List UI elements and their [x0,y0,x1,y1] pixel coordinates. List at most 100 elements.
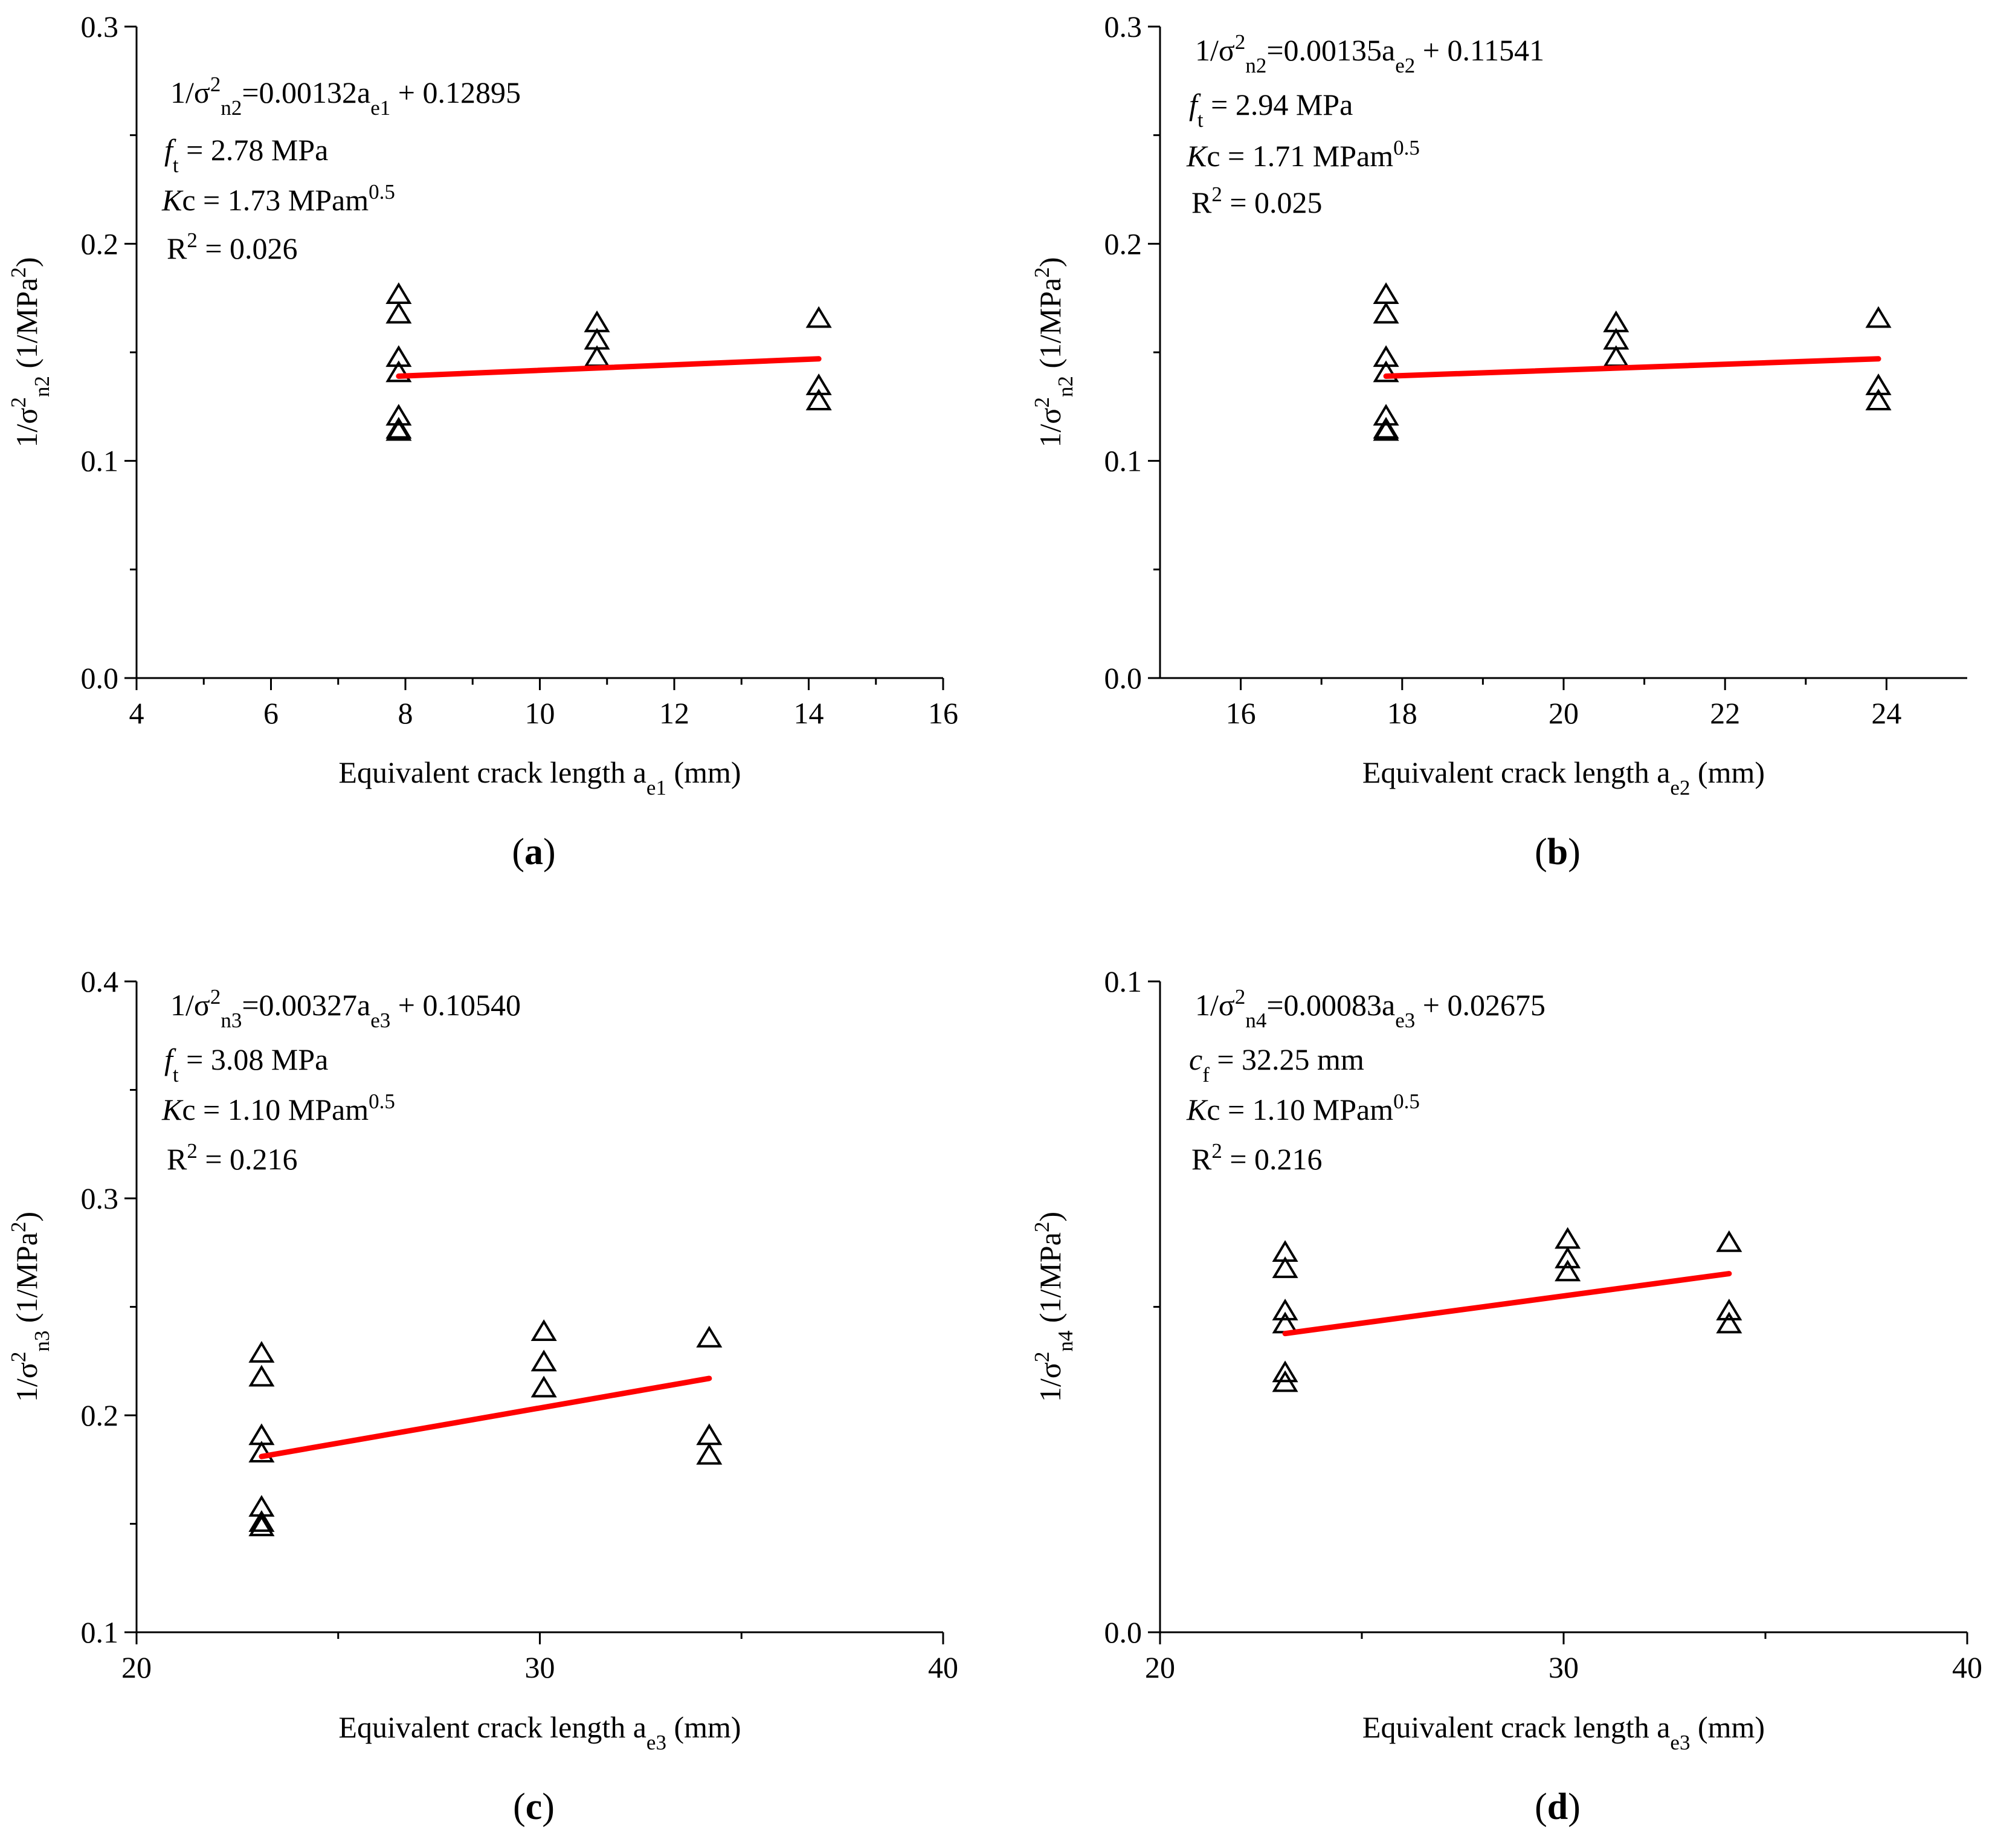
data-point [1373,345,1399,367]
x-tick-label: 24 [1871,696,1901,730]
data-point [1272,1298,1298,1320]
panel-d: 20 30 40 0.0 0.1 Equivalent crack length ae3 … [1030,964,1983,1827]
panel-label: (d) [1535,1786,1581,1827]
y-tick-label: 0.3 [81,10,119,44]
kc-text: Kc = 1.71 MPam0.5 [1186,136,1420,173]
data-point [696,1325,723,1348]
x-tick-label: 16 [1226,696,1256,730]
y-tick-label: 0.3 [1104,10,1143,44]
data-point [1373,282,1399,304]
x-tick-label: 18 [1387,696,1417,730]
data-point [248,1514,275,1537]
data-point [805,306,832,328]
data-point [530,1375,557,1398]
data-point [1272,1311,1298,1334]
data-point [1603,345,1629,367]
fit-equation: 1/σ2n3=0.00327ae3 + 0.10540 [170,985,521,1032]
x-tick-label: 30 [525,1650,555,1684]
r-squared-text: R2 = 0.025 [1191,183,1323,220]
x-tick-label: 20 [121,1650,152,1684]
data-point [1865,373,1892,395]
panel-c: 20 30 40 0.1 0.2 0.3 0.4 Equivalent crack lengt… [7,964,959,1827]
x-axis-title: Equivalent crack length ae3 (mm) [338,1710,741,1754]
y-tick-label: 0.1 [1104,964,1143,998]
x-tick-label: 12 [659,696,689,730]
y-tick-label: 0.2 [81,1398,119,1432]
data-point [530,1319,557,1341]
fit-equation: 1/σ2n2=0.00132ae1 + 0.12895 [170,73,521,120]
data-point [805,389,832,411]
y-tick-label: 0.2 [1104,227,1143,260]
x-axis-title: Equivalent crack length ae3 (mm) [1362,1710,1765,1754]
data-point [1716,1298,1742,1320]
data-point [1373,302,1399,324]
data-point [1555,1259,1581,1282]
data-point [805,373,832,395]
data-point [1716,1230,1742,1252]
data-point [530,1349,557,1372]
data-point [248,1341,275,1363]
data-point [1272,1256,1298,1278]
panel-b: 16 18 20 22 24 0.0 0.1 0.2 0.3 Equivalent crack l… [1030,10,1967,873]
x-axis-title: Equivalent crack length ae1 (mm) [338,755,741,800]
data-point [1716,1311,1742,1334]
data-point [584,345,610,367]
x-tick-label: 30 [1549,1650,1579,1684]
panel-label: (a) [512,832,555,873]
x-tick-label: 20 [1549,696,1579,730]
r-squared-text: R2 = 0.026 [167,228,298,266]
x-tick-label: 6 [263,696,279,730]
fit-line [259,1375,712,1459]
x-tick-label: 16 [928,696,958,730]
data-point [696,1423,723,1446]
r-squared-text: R2 = 0.216 [167,1139,298,1177]
y-tick-label: 0.2 [81,227,119,260]
x-tick-label: 10 [525,696,555,730]
fit-line [1282,1271,1732,1337]
data-point [1555,1227,1581,1249]
y-tick-label: 0.4 [81,964,119,998]
fit-line [1383,356,1881,380]
y-tick-label: 0.1 [1104,444,1143,478]
param-text: ft = 2.78 MPa [164,133,328,177]
y-tick-label: 0.0 [1104,1615,1143,1649]
y-tick-label: 0.1 [81,444,119,478]
data-point [385,345,412,367]
y-axis-title: 1/σ2n2 (1/MPa2) [7,257,54,447]
x-axis-title: Equivalent crack length ae2 (mm) [1362,755,1765,800]
data-point [385,282,412,304]
x-tick-label: 40 [1952,1650,1982,1684]
x-tick-label: 22 [1710,696,1740,730]
y-tick-label: 0.0 [81,661,119,695]
data-point [248,1365,275,1387]
x-tick-label: 20 [1145,1650,1175,1684]
x-tick-label: 14 [794,696,824,730]
fit-equation: 1/σ2n4=0.00083ae3 + 0.02675 [1195,985,1545,1032]
kc-text: Kc = 1.10 MPam0.5 [161,1090,395,1127]
data-point [385,404,412,426]
y-tick-label: 0.0 [1104,661,1143,695]
data-point [1865,389,1892,411]
panel-a: 4 6 8 10 12 14 16 0.0 0.1 0.2 0.3 Equivalent crack … [7,10,959,873]
fit-equation: 1/σ2n2=0.00135ae2 + 0.11541 [1195,30,1544,77]
y-axis-title: 1/σ2n3 (1/MPa2) [7,1212,54,1402]
y-axis-title: 1/σ2n4 (1/MPa2) [1030,1212,1077,1402]
data-point [1865,306,1892,328]
x-tick-label: 4 [129,696,144,730]
param-text: cf = 32.25 mm [1189,1042,1364,1087]
data-point [696,1443,723,1465]
data-point [1373,419,1399,441]
data-point [1272,1370,1298,1392]
param-text: ft = 2.94 MPa [1189,88,1353,132]
data-point [1373,404,1399,426]
y-tick-label: 0.1 [81,1615,119,1649]
data-point [248,1510,275,1532]
data-point [1555,1246,1581,1268]
kc-text: Kc = 1.73 MPam0.5 [161,180,395,218]
data-point [1272,1360,1298,1383]
y-axis-title: 1/σ2n2 (1/MPa2) [1030,257,1077,447]
data-point [385,302,412,324]
panel-label: (c) [513,1786,555,1827]
fit-line [396,356,822,380]
